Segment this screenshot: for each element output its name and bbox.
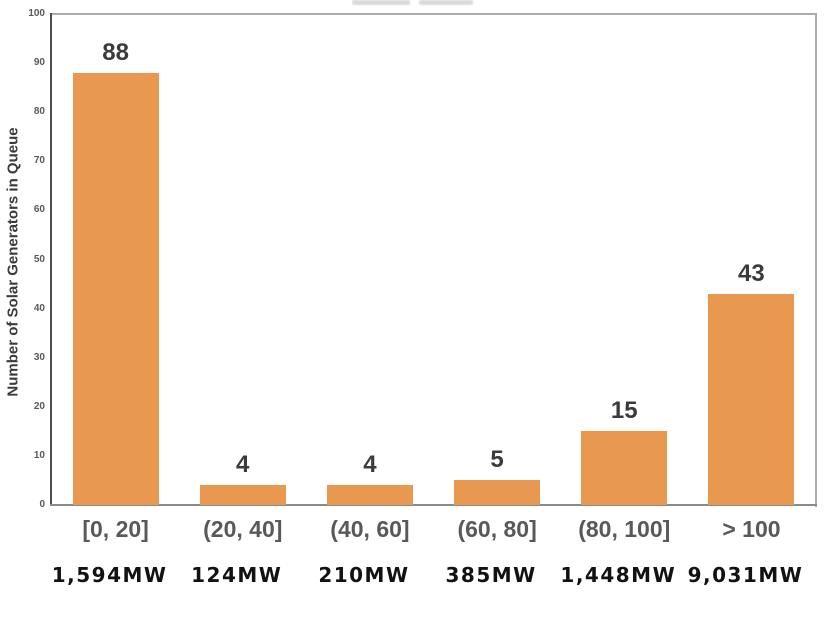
x-category-label: (80, 100] (578, 516, 671, 542)
x-axis-category-labels: [0, 20] (20, 40] (40, 60] (60, 80] (80, 100]… (52, 514, 815, 544)
x-category-label: (40, 60] (330, 516, 410, 542)
bar (199, 485, 286, 505)
cropped-title-remnant (352, 0, 492, 6)
title-fragment-smudge (352, 0, 410, 5)
y-tick-label: 40 (33, 302, 45, 314)
y-axis-line (50, 13, 52, 506)
capacity-mw-label: 124MW (191, 563, 283, 587)
bar-value-label: 88 (102, 38, 129, 66)
x-category-label: (20, 40] (203, 516, 283, 542)
capacity-mw-label: 210MW (318, 563, 410, 587)
bar-value-label: 4 (363, 451, 377, 479)
bar (454, 480, 541, 505)
x-category-label: [0, 20] (82, 516, 149, 542)
bar-value-label: 43 (738, 259, 765, 287)
x-category-label: > 100 (722, 516, 781, 542)
y-tick-label: 60 (33, 204, 45, 216)
title-fragment-smudge (419, 0, 473, 5)
y-tick-label: 0 (39, 499, 45, 510)
x-category-label: (60, 80] (457, 516, 537, 542)
bar (72, 72, 159, 505)
bar-value-label: 5 (490, 446, 504, 474)
y-tick-label: 100 (28, 8, 45, 19)
bar-value-label: 15 (610, 397, 638, 425)
y-tick-label: 90 (33, 57, 45, 69)
capacity-mw-label: 1,448MW (560, 563, 677, 587)
y-tick-label: 20 (33, 400, 45, 412)
capacity-mw-label: 1,594MW (51, 563, 168, 587)
x-axis-line (50, 504, 817, 506)
y-tick-label: 30 (33, 351, 45, 363)
capacity-mw-label: 385MW (445, 563, 537, 587)
y-tick-label: 50 (33, 253, 45, 265)
capacity-mw-label: 9,031MW (687, 563, 804, 587)
y-tick-label: 80 (33, 106, 45, 118)
bar (708, 293, 795, 505)
y-tick-label: 70 (33, 155, 45, 167)
bar-value-label: 4 (236, 451, 250, 479)
plot-border-right (815, 13, 817, 507)
bar (581, 431, 668, 505)
plot-area: 88 4 4 5 15 43 (52, 14, 815, 505)
y-tick-label: 10 (33, 449, 45, 461)
bar (326, 485, 413, 505)
capacity-annotation-labels: 1,594MW 124MW 210MW 385MW 1,448MW 9,031MW (46, 561, 809, 589)
plot-border-top (51, 13, 817, 15)
